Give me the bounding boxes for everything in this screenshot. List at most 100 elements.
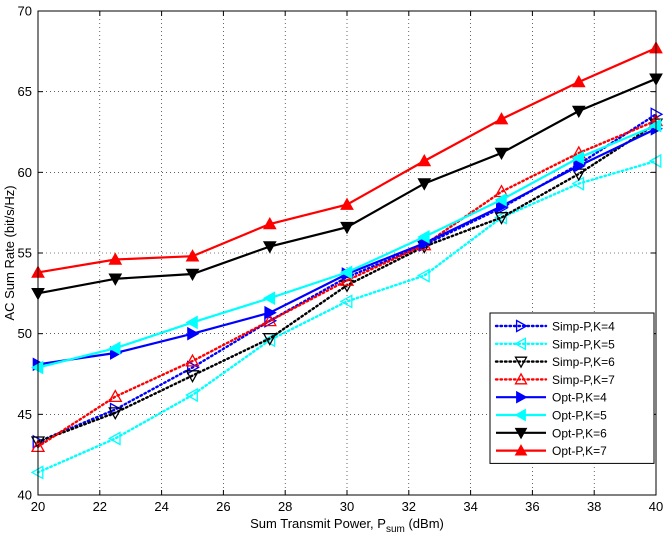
data-point (494, 147, 509, 161)
legend-marker (514, 337, 527, 351)
data-point (494, 192, 507, 207)
x-tick-label: 28 (278, 499, 292, 514)
legend-label: Simp-P,K=5 (552, 337, 615, 351)
data-point (494, 212, 509, 225)
series-line (36, 159, 658, 474)
legend-marker (514, 372, 528, 385)
x-tick-label: 26 (216, 499, 230, 514)
data-point (339, 265, 353, 280)
data-point (262, 216, 277, 230)
data-point (108, 389, 123, 403)
series-opt-p-k-7 (31, 41, 663, 278)
x-axis-title-unit: (dBm) (405, 516, 444, 531)
data-point (185, 387, 198, 403)
data-point (262, 313, 277, 327)
data-point (185, 268, 200, 282)
data-point (107, 431, 121, 446)
data-point (185, 353, 200, 367)
data-point (417, 153, 432, 167)
legend-box (489, 312, 655, 464)
data-point (108, 407, 123, 421)
legend-marker (514, 408, 526, 422)
legend-marker (515, 319, 528, 333)
data-point (264, 313, 278, 328)
grid (38, 11, 656, 495)
data-point (185, 249, 200, 262)
data-point (108, 341, 121, 356)
legend-item: Opt-P,K=6 (496, 426, 607, 440)
series-line (37, 77, 657, 295)
data-point (30, 360, 44, 375)
data-point (417, 178, 432, 191)
data-point (571, 105, 586, 119)
y-tick-label: 40 (18, 488, 32, 503)
y-axis-title: AC Sum Rate (bit/s/Hz) (2, 185, 17, 320)
legend-marker (514, 444, 528, 456)
data-point (185, 370, 200, 383)
x-tick-label: 20 (31, 499, 45, 514)
legend-label: Opt-P,K=5 (552, 409, 607, 423)
x-tick-label: 22 (93, 499, 107, 514)
x-tick-label: 30 (340, 499, 354, 514)
series-line (36, 119, 658, 448)
x-axis-title: Sum Transmit Power, Psum (dBm) (250, 516, 444, 535)
data-point (416, 268, 430, 283)
data-point (571, 176, 585, 191)
series-opt-p-k-6 (31, 73, 663, 301)
x-tick-label: 38 (587, 499, 601, 514)
legend-item: Opt-P,K=4 (496, 391, 607, 405)
x-tick-label: 32 (402, 499, 416, 514)
data-point (108, 252, 123, 265)
series-layer (30, 41, 664, 480)
x-axis-title-main: Sum Transmit Power, P (250, 516, 386, 531)
data-point (648, 153, 662, 169)
data-point (185, 315, 198, 330)
legend: Simp-P,K=4 Simp-P,K=5 Simp-P,K=6 Simp-P,K=7… (489, 312, 655, 464)
data-point (650, 107, 664, 122)
legend-item: Simp-P,K=7 (494, 372, 615, 387)
legend-item: Simp-P,K=5 (494, 337, 615, 351)
y-tick-label: 45 (18, 407, 32, 422)
x-tick-label: 40 (649, 499, 663, 514)
data-point (30, 465, 44, 480)
data-point (262, 291, 276, 306)
data-point (340, 221, 354, 235)
legend-label: Simp-P,K=4 (552, 320, 615, 334)
data-point (262, 241, 277, 254)
axis-ticks: 20 22 24 26 28 30 32 34 36 38 40 40 45 50 55 60 65 70 (18, 4, 664, 515)
data-point (494, 112, 509, 125)
data-point (264, 305, 277, 320)
series-simp-p-k-5 (30, 153, 662, 480)
x-tick-label: 24 (154, 499, 168, 514)
data-point (108, 273, 123, 286)
legend-label: Opt-P,K=6 (552, 426, 607, 440)
legend-item: Opt-P,K=7 (496, 444, 607, 458)
x-axis-title-subscript: sum (386, 524, 405, 535)
legend-item: Opt-P,K=5 (496, 409, 607, 423)
legend-label: Opt-P,K=7 (552, 444, 607, 458)
data-point (494, 210, 507, 225)
legend-marker (514, 427, 528, 440)
legend-item: Simp-P,K=6 (494, 355, 615, 369)
legend-label: Simp-P,K=7 (552, 373, 615, 387)
legend-label: Opt-P,K=4 (552, 391, 607, 405)
x-tick-label: 36 (525, 499, 539, 514)
legend-marker (514, 356, 528, 369)
data-point (340, 197, 354, 210)
data-point (417, 230, 430, 244)
x-tick-label: 34 (463, 499, 477, 514)
legend-label: Simp-P,K=6 (552, 355, 615, 369)
data-point (571, 74, 586, 88)
legend-item: Simp-P,K=4 (494, 319, 615, 334)
data-point (187, 326, 200, 341)
legend-marker (516, 390, 528, 404)
data-point (573, 159, 586, 173)
y-tick-label: 65 (18, 84, 32, 99)
y-tick-label: 55 (18, 246, 32, 261)
data-point (339, 294, 353, 309)
y-tick-label: 60 (18, 165, 32, 180)
data-point (571, 150, 584, 165)
data-point (648, 118, 662, 133)
y-tick-label: 50 (18, 326, 32, 341)
